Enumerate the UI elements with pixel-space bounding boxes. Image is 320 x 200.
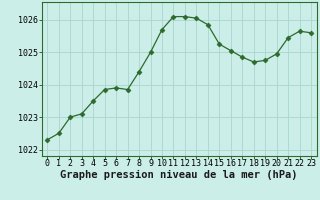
X-axis label: Graphe pression niveau de la mer (hPa): Graphe pression niveau de la mer (hPa) xyxy=(60,170,298,180)
